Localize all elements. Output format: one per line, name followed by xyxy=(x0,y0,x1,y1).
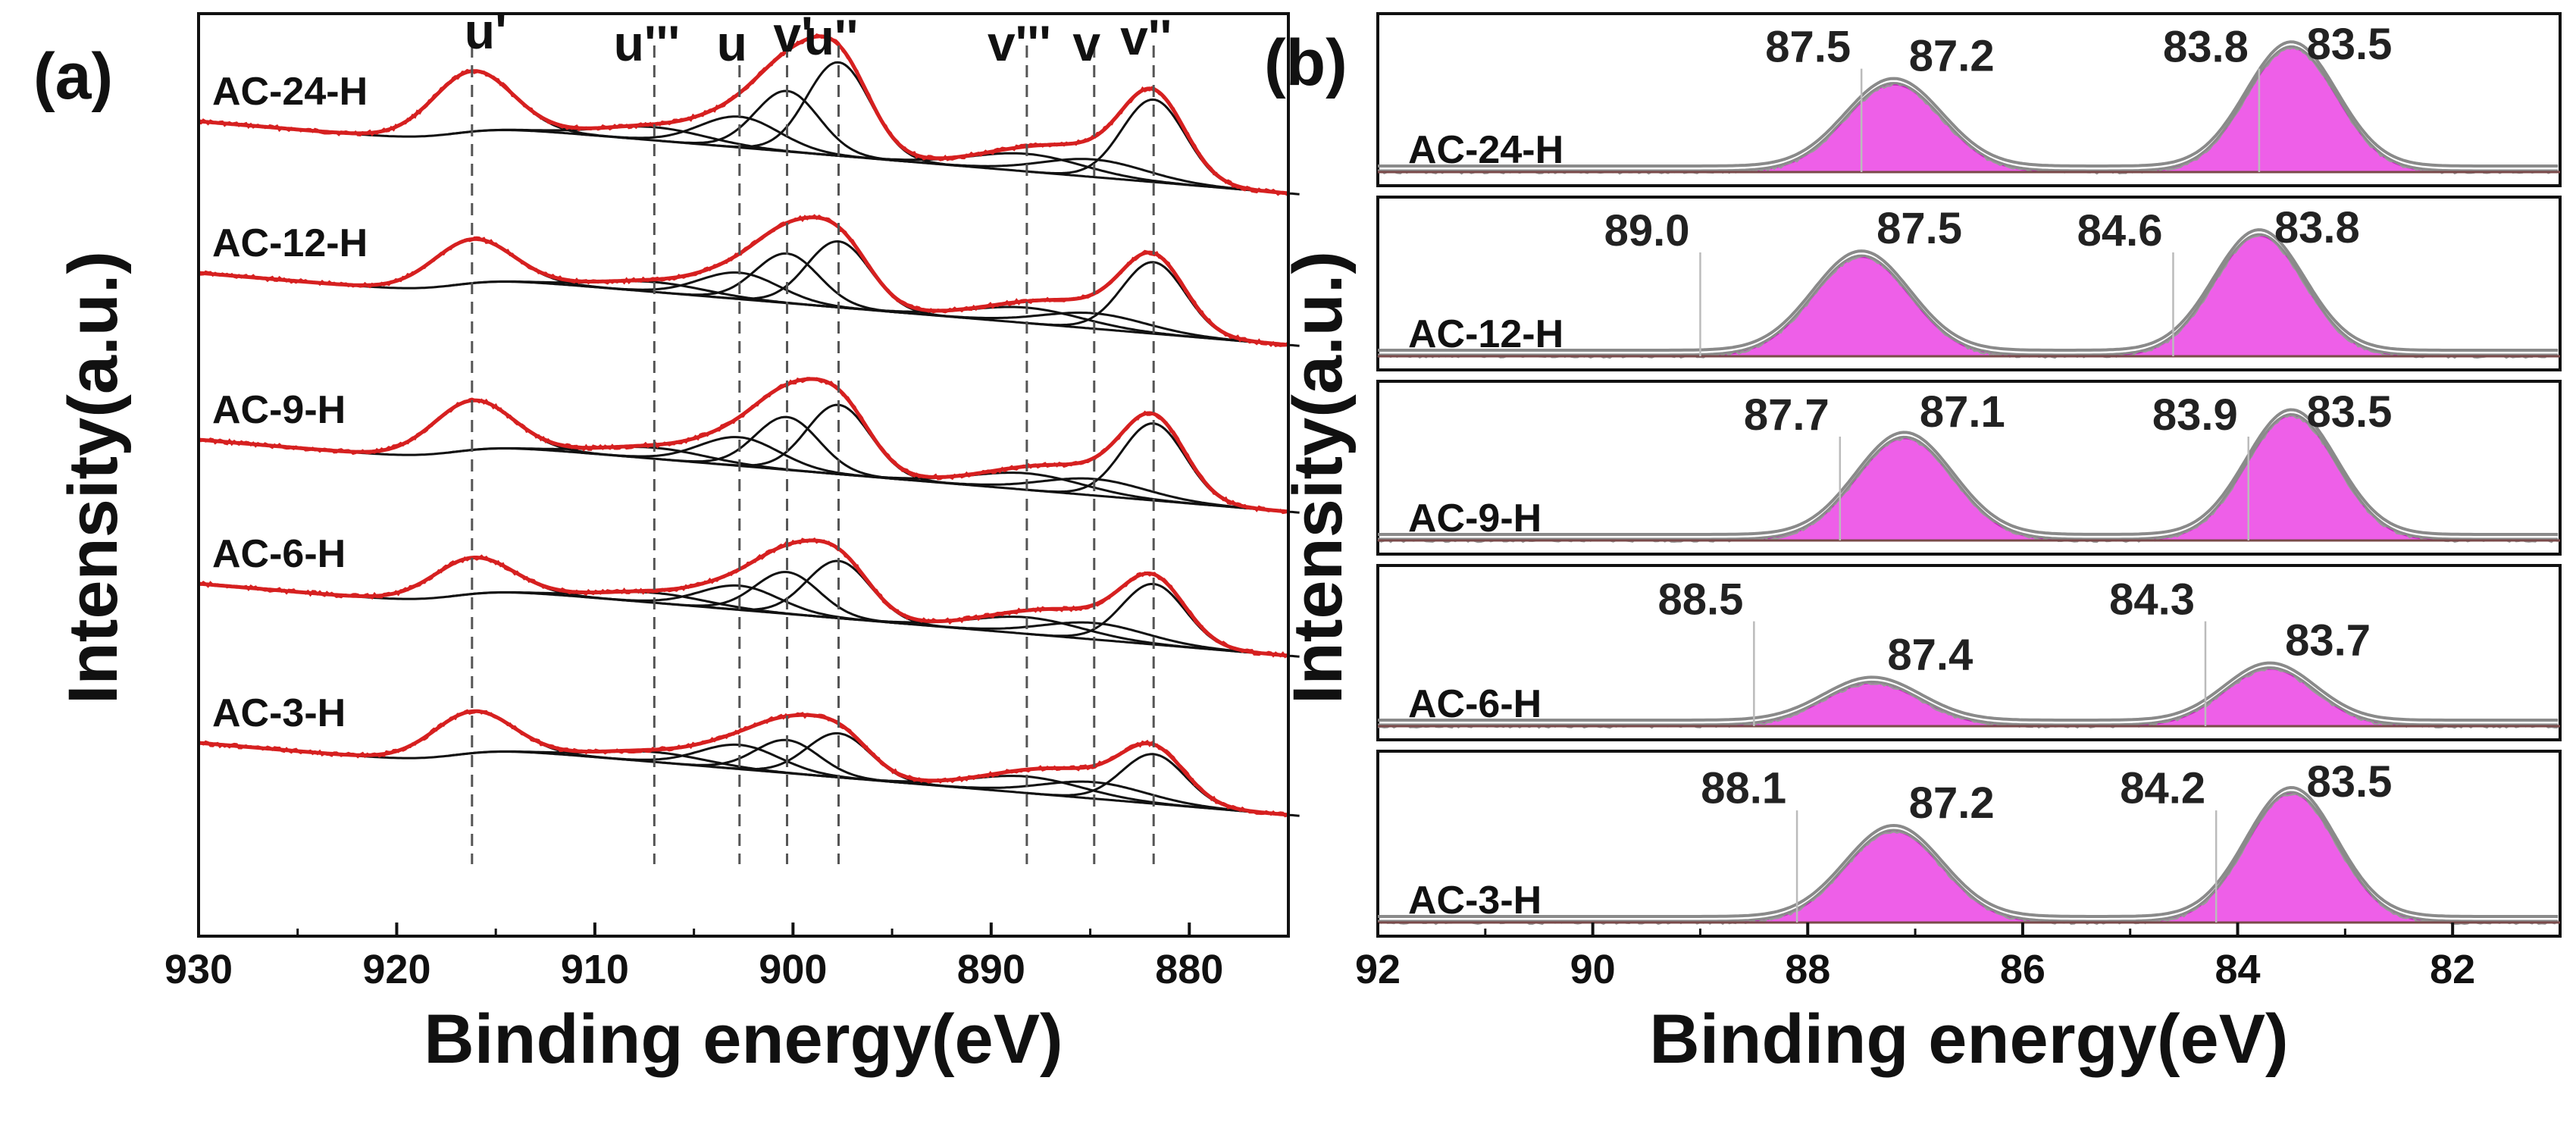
panel-a-sample-label-ac-24-h: AC-24-H xyxy=(212,70,368,114)
panel-b-au4f: 87.2 83.5 87.5 83.8 AC-24-H 87.5 83.8 89.0 84.6 A… xyxy=(1264,12,2562,1078)
panel-b-tick-label-92: 92 xyxy=(1355,947,1401,992)
panel-b-envelope-outer-ac-24-h xyxy=(1378,40,2559,168)
panel-a-ce3d: AC-24-H AC-12-H AC-9-H AC-6-H AC-3-H u' u''' u… xyxy=(33,3,1300,1078)
panel-b-envelope-inner-ac-3-h xyxy=(1378,791,2559,923)
panel-a-sample-labels: AC-24-H AC-12-H AC-9-H AC-6-H AC-3-H xyxy=(212,70,368,735)
panel-b-envelope-inner-ac-9-h xyxy=(1378,412,2559,540)
panel-a-x-axis-title: Binding energy(eV) xyxy=(424,1001,1063,1078)
panel-b-envelope-inner-ac-12-h xyxy=(1378,233,2559,356)
panel-b-tick-label-88: 88 xyxy=(1785,947,1830,992)
panel-a-peak-label-4: u'' xyxy=(804,9,859,65)
panel-b-tick-label-90: 90 xyxy=(1570,947,1616,992)
panel-a-envelope-ac-9-h xyxy=(198,377,1288,514)
panel-a-peak-label-2: u xyxy=(717,15,747,71)
panel-a-peak-label-5: v''' xyxy=(988,15,1051,71)
panel-b-strip-ac-9-h: 87.1 83.5 87.7 83.9 AC-9-H xyxy=(1376,380,2562,556)
panel-b-envelope-outer-ac-6-h xyxy=(1378,661,2559,722)
panel-a-envelope-ac-12-h xyxy=(198,215,1288,347)
panel-b-envelope-inner-ac-24-h xyxy=(1378,45,2559,172)
panel-b-sample-label-ac-9-h: AC-9-H xyxy=(1408,497,1542,540)
panel-b-peak-label-ac-12-h-1: 83.8 xyxy=(2274,203,2360,252)
panel-a-component-ac-3-h-1 xyxy=(448,750,860,781)
panel-a-label: (a) xyxy=(33,40,113,113)
panel-b-strip-ac-12-h: 87.5 83.8 89.0 84.6 AC-12-H xyxy=(1376,196,2562,371)
panel-b-sample-label-ac-6-h: AC-6-H xyxy=(1408,682,1542,726)
panel-a-component-ac-9-h-5 xyxy=(805,470,1247,509)
panel-a-tick-label-920: 920 xyxy=(362,947,430,992)
panel-b-x-axis-title: Binding energy(eV) xyxy=(1649,1001,2288,1078)
panel-b-minor-label-ac-6-h-1: 84.3 xyxy=(2109,575,2195,624)
panel-b-minor-label-ac-3-h-1: 84.2 xyxy=(2120,763,2205,813)
panel-b-sample-label-ac-24-h: AC-24-H xyxy=(1408,128,1563,172)
panel-a-frame xyxy=(197,12,1290,938)
panel-a-envelope-ac-3-h xyxy=(198,709,1288,817)
panel-b-peak-label-ac-12-h-0: 87.5 xyxy=(1876,204,1962,253)
panel-b-strip-ac-6-h: 87.4 83.7 88.5 84.3 AC-6-H xyxy=(1376,564,2562,741)
panel-b-strip-frame-ac-6-h xyxy=(1376,564,2562,741)
panel-a-sample-label-ac-9-h: AC-9-H xyxy=(212,388,346,432)
panel-a-spectra-group xyxy=(197,33,1300,818)
panel-a-tick-label-890: 890 xyxy=(957,947,1025,992)
panel-b-envelope-outer-ac-12-h xyxy=(1378,228,2559,352)
panel-a-tick-label-930: 930 xyxy=(164,947,233,992)
panel-a-component-ac-9-h-3 xyxy=(660,415,912,482)
panel-a-component-ac-3-h-4 xyxy=(712,731,964,789)
panel-b-y-axis-title: Intensity(a.u.) xyxy=(1279,251,1357,704)
panel-a-peak-guides xyxy=(471,45,1155,864)
panel-a-tick-label-900: 900 xyxy=(759,947,827,992)
panel-b-peak-label-ac-6-h-1: 83.7 xyxy=(2285,616,2371,666)
panel-b-envelope-outer-ac-9-h xyxy=(1378,408,2559,536)
panel-a-component-ac-24-h-6 xyxy=(887,158,1300,196)
panel-b-minor-label-ac-6-h-0: 88.5 xyxy=(1657,575,1743,624)
panel-a-y-axis-title: Intensity(a.u.) xyxy=(55,251,132,704)
panel-a-peak-label-6: v xyxy=(1072,15,1100,71)
panel-b-tick-label-84: 84 xyxy=(2215,947,2261,992)
panel-b-sample-label-ac-3-h: AC-3-H xyxy=(1408,879,1542,923)
panel-a-envelope-ac-24-h xyxy=(198,34,1288,196)
panel-b-peak-label-ac-6-h-0: 87.4 xyxy=(1887,630,1973,679)
panel-b-minor-label-ac-9-h-1: 83.9 xyxy=(2152,390,2238,440)
panel-a-x-axis: 930 920 910 900 890 880 xyxy=(164,923,1223,992)
panel-a-peak-label-1: u''' xyxy=(614,15,680,71)
panel-a-tick-label-880: 880 xyxy=(1155,947,1223,992)
panel-b-tick-label-86: 86 xyxy=(2000,947,2045,992)
panel-a-envelope-ac-6-h xyxy=(198,538,1288,658)
panel-a-peak-label-0: u' xyxy=(465,3,507,59)
panel-b-sample-label-ac-12-h: AC-12-H xyxy=(1408,312,1563,356)
panel-b-minor-label-ac-24-h-1: 83.8 xyxy=(2163,23,2249,72)
panel-b-minor-label-ac-3-h-0: 88.1 xyxy=(1701,763,1786,813)
panel-b-x-axis: 92 90 88 86 84 82 xyxy=(1355,923,2475,992)
panel-b-minor-label-ac-24-h-0: 87.5 xyxy=(1765,23,1851,72)
panel-b-minor-label-ac-12-h-0: 89.0 xyxy=(1604,206,1690,255)
panel-a-series-ac-6-h xyxy=(198,537,1300,659)
panel-a-sample-label-ac-6-h: AC-6-H xyxy=(212,532,346,576)
panel-b-tick-label-82: 82 xyxy=(2430,947,2475,992)
panel-b-peak-label-ac-3-h-0: 87.2 xyxy=(1909,778,1995,828)
panel-b-strip-ac-24-h: 87.2 83.5 87.5 83.8 AC-24-H xyxy=(1376,12,2562,187)
panel-a-tick-label-910: 910 xyxy=(561,947,629,992)
panel-a-peak-label-3: v' xyxy=(773,6,812,62)
panel-a-peak-label-7: v'' xyxy=(1120,9,1172,65)
panel-b-envelope-outer-ac-3-h xyxy=(1378,785,2559,918)
panel-b-peak-label-ac-24-h-0: 87.2 xyxy=(1909,32,1995,81)
panel-b-strip-ac-3-h: 87.2 83.5 88.1 84.2 AC-3-H xyxy=(1376,750,2562,938)
panel-b-minor-label-ac-9-h-0: 87.7 xyxy=(1744,390,1829,440)
panel-b-peak-label-ac-24-h-1: 83.5 xyxy=(2306,20,2392,69)
panel-b-peak-label-ac-3-h-1: 83.5 xyxy=(2306,757,2392,807)
panel-b-envelope-inner-ac-6-h xyxy=(1378,666,2559,726)
panel-b-spectra-group: 87.2 83.5 87.5 83.8 AC-24-H 87.5 83.8 89.0 84.6 A… xyxy=(1376,12,2562,938)
panel-a-sample-label-ac-12-h: AC-12-H xyxy=(212,221,368,265)
panel-a-component-ac-9-h-6 xyxy=(887,477,1300,514)
panel-b-peak-label-ac-9-h-0: 87.1 xyxy=(1920,387,2005,437)
panel-b-label: (b) xyxy=(1264,27,1347,99)
panel-b-minor-label-ac-12-h-1: 84.6 xyxy=(2077,206,2163,255)
panel-a-sample-label-ac-3-h: AC-3-H xyxy=(212,691,346,735)
panel-b-peak-label-ac-9-h-1: 83.5 xyxy=(2306,387,2392,437)
